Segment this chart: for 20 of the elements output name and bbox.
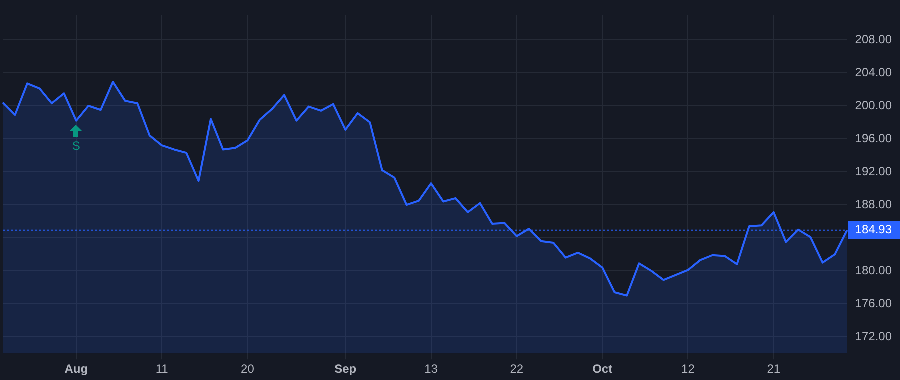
y-tick-label: 208.00 — [855, 32, 892, 46]
x-tick-label: 20 — [241, 362, 255, 376]
x-tick-label: Aug — [64, 362, 88, 376]
x-tick-label: 21 — [767, 362, 781, 376]
y-tick-label: 180.00 — [855, 263, 892, 278]
y-tick-label: 172.00 — [855, 329, 892, 344]
annotation: S — [72, 139, 80, 154]
y-tick-label: 188.00 — [855, 197, 892, 212]
y-tick-label: 176.00 — [855, 296, 892, 310]
x-tick-label: 12 — [682, 362, 696, 376]
x-tick-label: Sep — [334, 362, 357, 376]
ref-line-label: 184.93 — [855, 222, 892, 237]
y-tick-label: 196.00 — [855, 131, 892, 146]
y-tick-label: 192.00 — [855, 164, 892, 178]
x-tick-label: Oct — [592, 362, 613, 376]
x-tick-label: 13 — [424, 362, 438, 376]
x-tick-label: 11 — [156, 362, 169, 376]
y-tick-label: 200.00 — [855, 98, 892, 112]
x-tick-label: 22 — [510, 362, 524, 376]
y-tick-label: 204.00 — [855, 65, 892, 80]
